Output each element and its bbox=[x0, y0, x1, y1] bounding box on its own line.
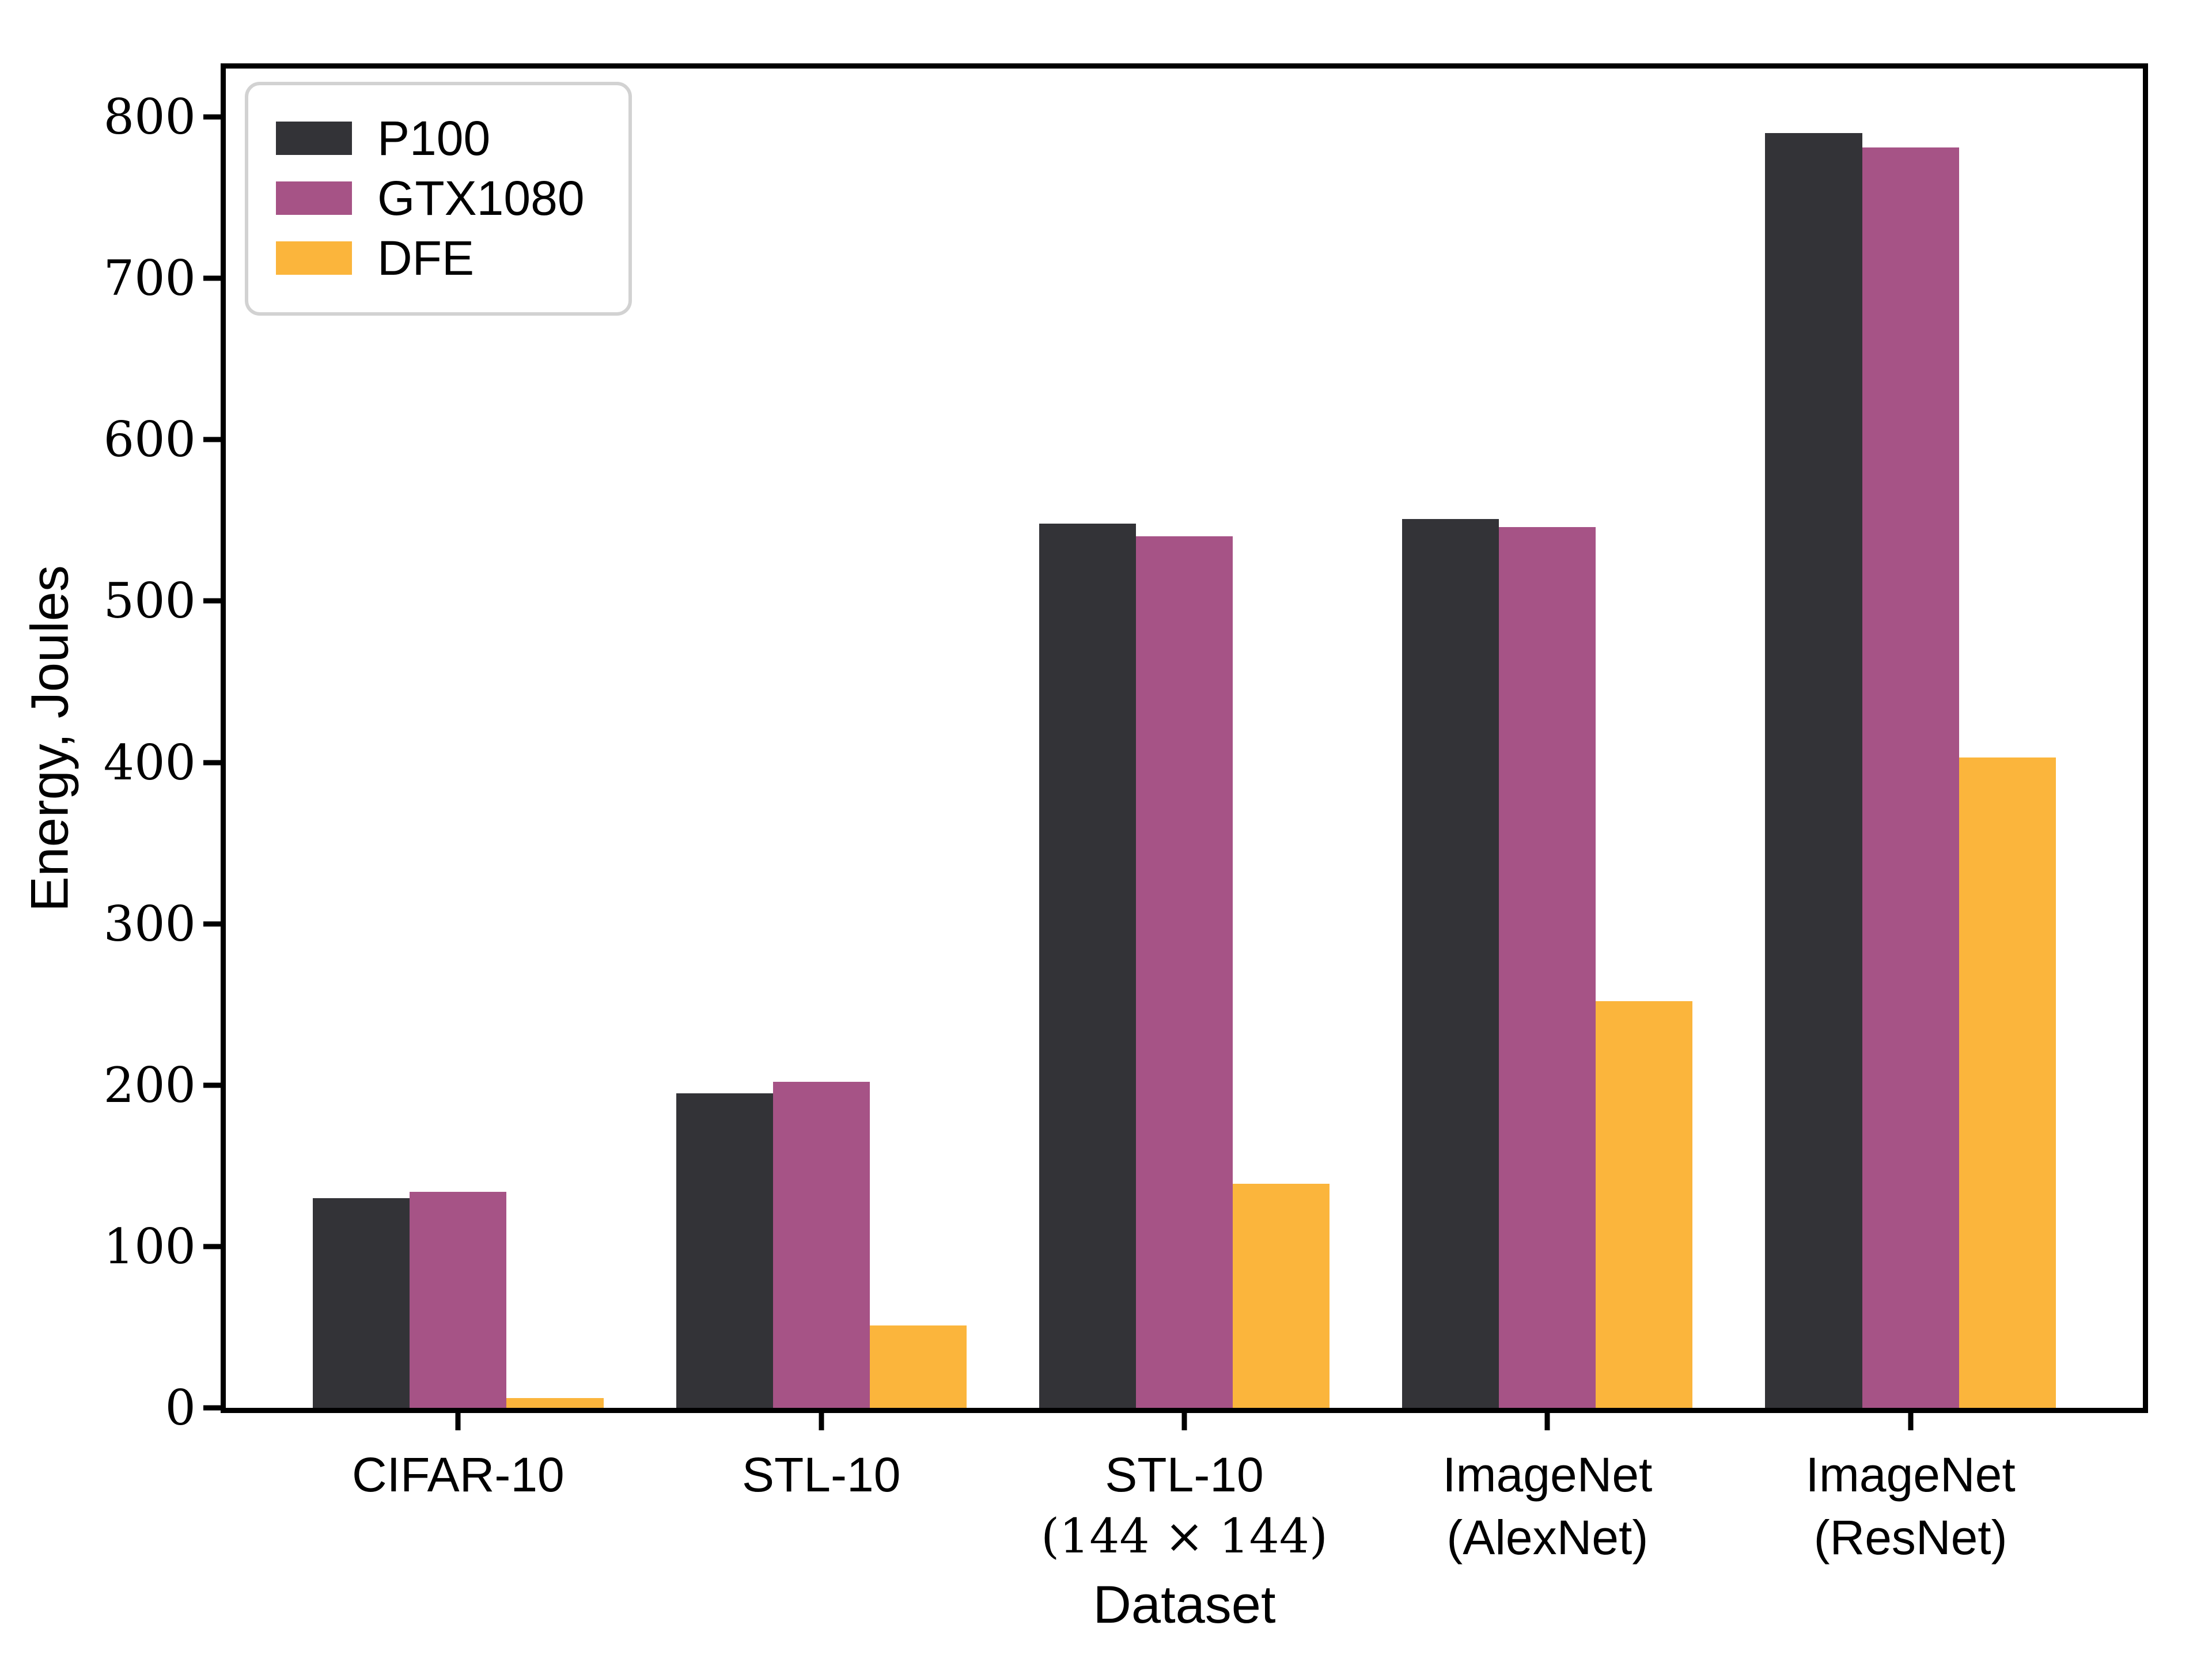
bar-gtx1080-imagenet-3 bbox=[1499, 527, 1596, 1408]
bar-dfe-imagenet-4 bbox=[1959, 757, 2056, 1408]
bar-gtx1080-stl-10-1 bbox=[772, 1082, 870, 1408]
legend-entry-p100: P100 bbox=[276, 108, 600, 168]
x-tick-label-line1: ImageNet bbox=[1442, 1448, 1653, 1502]
y-tick-label-300: 300 bbox=[103, 895, 196, 952]
y-tick-mark-300 bbox=[203, 921, 221, 927]
x-tick-label-line1: ImageNet bbox=[1805, 1448, 2016, 1502]
bar-p100-imagenet-4 bbox=[1765, 133, 1862, 1408]
legend-swatch-p100 bbox=[276, 122, 352, 155]
bar-p100-imagenet-3 bbox=[1402, 518, 1499, 1408]
y-tick-label-700: 700 bbox=[103, 250, 196, 307]
y-tick-label-100: 100 bbox=[103, 1218, 196, 1275]
x-tick-label-line1: STL-10 bbox=[1105, 1448, 1264, 1502]
y-tick-label-800: 800 bbox=[103, 89, 196, 146]
x-tick-label-stl-10-2: STL-10 (144 × 144) bbox=[1041, 1444, 1328, 1568]
y-tick-label-200: 200 bbox=[103, 1056, 196, 1113]
legend-label-dfe: DFE bbox=[377, 231, 474, 285]
bar-dfe-stl-10-2 bbox=[1233, 1183, 1330, 1408]
x-tick-label-line1: STL-10 bbox=[741, 1448, 901, 1502]
bar-p100-stl-10-1 bbox=[676, 1093, 773, 1408]
y-tick-label-0: 0 bbox=[165, 1380, 196, 1436]
x-tick-mark-stl-10-1 bbox=[819, 1413, 824, 1430]
x-tick-label-stl-10-1: STL-10 bbox=[742, 1444, 900, 1506]
x-tick-mark-imagenet-3 bbox=[1544, 1413, 1550, 1430]
bar-dfe-stl-10-1 bbox=[869, 1325, 967, 1408]
legend-label-p100: P100 bbox=[377, 111, 491, 165]
bar-gtx1080-imagenet-4 bbox=[1862, 147, 1959, 1408]
bar-p100-cifar-10-0 bbox=[313, 1198, 410, 1408]
legend: P100 GTX1080 DFE bbox=[245, 82, 632, 316]
y-tick-mark-500 bbox=[203, 598, 221, 604]
y-tick-mark-800 bbox=[203, 114, 221, 120]
y-tick-label-400: 400 bbox=[103, 734, 196, 791]
y-tick-label-600: 600 bbox=[103, 411, 196, 468]
legend-label-gtx1080: GTX1080 bbox=[377, 171, 585, 225]
legend-swatch-dfe bbox=[276, 241, 352, 275]
legend-swatch-gtx1080 bbox=[276, 181, 352, 215]
y-tick-mark-0 bbox=[203, 1405, 221, 1411]
y-tick-mark-600 bbox=[203, 437, 221, 442]
x-tick-label-cifar-10-0: CIFAR-10 bbox=[352, 1444, 565, 1506]
bar-dfe-imagenet-3 bbox=[1596, 1001, 1693, 1408]
bar-gtx1080-stl-10-2 bbox=[1135, 536, 1233, 1408]
y-axis-label: Energy, Joules bbox=[20, 565, 79, 912]
bar-p100-stl-10-2 bbox=[1039, 523, 1136, 1408]
x-tick-mark-stl-10-2 bbox=[1181, 1413, 1187, 1430]
x-tick-label-line1: CIFAR-10 bbox=[352, 1448, 565, 1502]
x-tick-mark-cifar-10-0 bbox=[455, 1413, 461, 1430]
x-tick-label-imagenet-3: ImageNet (AlexNet) bbox=[1442, 1444, 1652, 1569]
x-tick-label-imagenet-4: ImageNet (ResNet) bbox=[1806, 1444, 2016, 1569]
y-tick-mark-100 bbox=[203, 1244, 221, 1249]
legend-entry-gtx1080: GTX1080 bbox=[276, 168, 600, 228]
x-tick-label-line2: (ResNet) bbox=[1813, 1510, 2008, 1565]
legend-entry-dfe: DFE bbox=[276, 228, 600, 288]
bar-dfe-cifar-10-0 bbox=[506, 1398, 604, 1408]
bar-gtx1080-cifar-10-0 bbox=[410, 1191, 507, 1408]
y-tick-mark-400 bbox=[203, 760, 221, 766]
y-tick-mark-200 bbox=[203, 1082, 221, 1088]
x-tick-label-line2: (144 × 144) bbox=[1041, 1509, 1328, 1565]
y-tick-label-500: 500 bbox=[103, 573, 196, 630]
y-tick-mark-700 bbox=[203, 275, 221, 281]
plot-area: Energy, Joules Dataset P100 GTX1080 DFE … bbox=[21, 63, 2148, 1634]
x-tick-mark-imagenet-4 bbox=[1908, 1413, 1914, 1430]
x-axis-label: Dataset bbox=[1093, 1575, 1276, 1634]
x-tick-label-line2: (AlexNet) bbox=[1446, 1510, 1649, 1565]
